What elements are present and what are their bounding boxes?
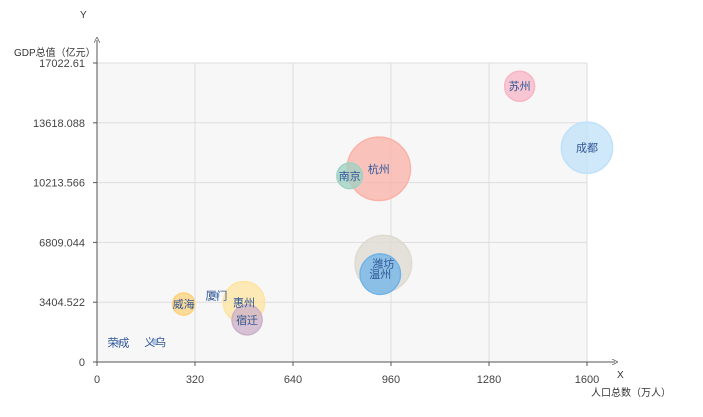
bubble-label: 杭州 — [368, 162, 390, 176]
y-tick-label: 17022.61 — [39, 58, 85, 70]
bubble-荣成[interactable] — [115, 340, 121, 346]
bubble-宿迁[interactable] — [231, 304, 263, 336]
bubble-label: 宿迁 — [236, 313, 258, 327]
y-tick-label: 3404.522 — [39, 297, 85, 309]
y-tick-label: 0 — [79, 357, 85, 369]
y-tick-label: 10213.566 — [33, 178, 85, 190]
bubble-成都[interactable] — [560, 121, 614, 175]
x-tick-labels: 0 320 640 960 1280 1600 — [94, 374, 599, 386]
x-axis-letter: X — [617, 370, 624, 381]
x-tick-label: 1600 — [575, 374, 599, 386]
bubble-series — [115, 70, 614, 346]
bubble-厦门[interactable] — [213, 292, 220, 299]
x-tick-label: 320 — [186, 374, 204, 386]
bubble-label: 义乌 — [144, 335, 166, 349]
bubble-label: 成都 — [576, 142, 598, 155]
bubble-label: 南京 — [339, 169, 361, 183]
bubble-label: 潍坊 — [372, 257, 394, 271]
bubble-义乌[interactable] — [151, 338, 159, 346]
x-axis-title: 人口总数（万人） — [591, 386, 671, 399]
y-tick-labels: 0 3404.522 6809.044 10213.566 13618.088 17022… — [33, 58, 85, 369]
y-tick-label: 13618.088 — [33, 118, 85, 130]
x-tick-label: 640 — [284, 374, 302, 386]
x-tick-label: 1280 — [477, 374, 501, 386]
x-tick-label: 0 — [94, 374, 100, 386]
bubble-label: 厦门 — [205, 288, 227, 302]
y-axis-title: GDP总值（亿元） — [14, 46, 96, 59]
bubble-label: 荣成 — [107, 337, 129, 350]
bubble-label: 惠州 — [233, 295, 255, 309]
bubble-苏州[interactable] — [503, 70, 536, 102]
bubble-label: 威海 — [173, 297, 195, 311]
x-tick-label: 960 — [382, 374, 400, 386]
bubble-label: 温州 — [369, 268, 391, 281]
y-tick-label: 6809.044 — [39, 237, 85, 249]
bubble-温州[interactable] — [359, 253, 402, 296]
bubble-南京[interactable] — [336, 162, 364, 190]
plot-area — [97, 63, 587, 362]
bubble-label: 苏州 — [509, 80, 531, 93]
y-axis-letter: Y — [80, 10, 87, 21]
bubble-威海[interactable] — [171, 292, 196, 316]
